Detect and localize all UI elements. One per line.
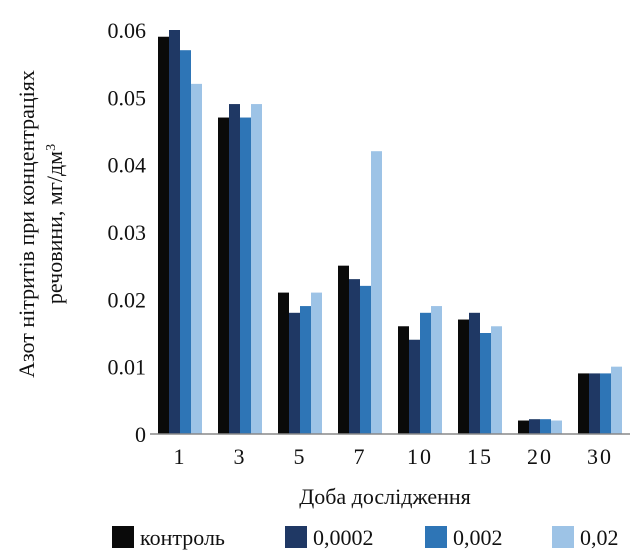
bar-30-series-2 (600, 373, 611, 434)
legend-swatch-3 (552, 526, 574, 548)
y-tick-label: 0.04 (108, 153, 147, 178)
bar-1-series-2 (180, 50, 191, 434)
bar-1-series-1 (169, 30, 180, 434)
y-tick-label: 0.05 (108, 85, 147, 110)
y-tick-label: 0.02 (108, 287, 147, 312)
bars (158, 30, 622, 435)
bar-20-series-2 (540, 419, 551, 434)
bar-15-series-3 (491, 326, 502, 434)
bar-20-series-1 (529, 419, 540, 434)
bar-10-series-0 (398, 326, 409, 434)
bar-20-series-0 (518, 420, 529, 434)
legend-swatch-0 (112, 526, 134, 548)
y-axis-title-line1: Азот нітритів при концентраціях (14, 70, 39, 378)
bar-3-series-2 (240, 117, 251, 435)
bar-1-series-3 (191, 83, 202, 434)
bar-15-series-0 (458, 319, 469, 434)
legend-label-0: контроль (140, 525, 225, 550)
y-tick-label: 0.01 (108, 355, 147, 380)
bar-3-series-1 (229, 104, 240, 435)
bar-3-series-0 (218, 117, 229, 435)
y-axis-title-superscript: 3 (44, 144, 59, 151)
y-tick-label: 0.03 (108, 220, 147, 245)
bar-15-series-2 (480, 333, 491, 434)
x-tick-label: 20 (527, 444, 553, 469)
x-tick-label: 30 (587, 444, 613, 469)
y-tick-label: 0 (135, 422, 146, 447)
legend-swatch-2 (425, 526, 447, 548)
legend-label-1: 0,0002 (313, 525, 374, 550)
bar-7-series-1 (349, 279, 360, 434)
x-tick-label: 15 (467, 444, 493, 469)
legend-swatch-1 (285, 526, 307, 548)
bar-5-series-2 (300, 306, 311, 434)
x-tick-label: 3 (234, 444, 247, 469)
bar-10-series-1 (409, 339, 420, 434)
bar-20-series-3 (551, 420, 562, 434)
y-tick-label: 0.06 (108, 18, 147, 43)
bar-10-series-3 (431, 306, 442, 434)
bar-30-series-0 (578, 373, 589, 434)
bar-15-series-1 (469, 312, 480, 434)
bar-30-series-1 (589, 373, 600, 434)
x-tick-label: 10 (407, 444, 433, 469)
bar-10-series-2 (420, 312, 431, 434)
bar-5-series-3 (311, 292, 322, 434)
x-tick-labels: 1 3 5 7 10 15 20 30 (174, 444, 613, 469)
bar-7-series-3 (371, 151, 382, 434)
legend-label-2: 0,002 (453, 525, 503, 550)
x-tick-label: 7 (354, 444, 367, 469)
bar-7-series-0 (338, 265, 349, 434)
bar-5-series-0 (278, 292, 289, 434)
y-axis-title-line2: речовини, мг/дм3 (42, 144, 67, 304)
y-axis-title-unit: речовини, мг/дм (42, 151, 67, 304)
bar-30-series-3 (611, 366, 622, 434)
bar-5-series-1 (289, 312, 300, 434)
x-tick-label: 1 (174, 444, 187, 469)
legend: контроль 0,0002 0,002 0,02 (112, 525, 619, 550)
bar-7-series-2 (360, 285, 371, 434)
y-axis-title: Азот нітритів при концентраціях речовини… (14, 70, 67, 378)
bar-3-series-3 (251, 104, 262, 435)
bar-1-series-0 (158, 36, 169, 434)
legend-label-3: 0,02 (580, 525, 619, 550)
x-axis-title: Доба дослідження (299, 484, 471, 509)
x-tick-label: 5 (294, 444, 307, 469)
y-tick-labels: 0 0.01 0.02 0.03 0.04 0.05 0.06 (108, 18, 147, 447)
